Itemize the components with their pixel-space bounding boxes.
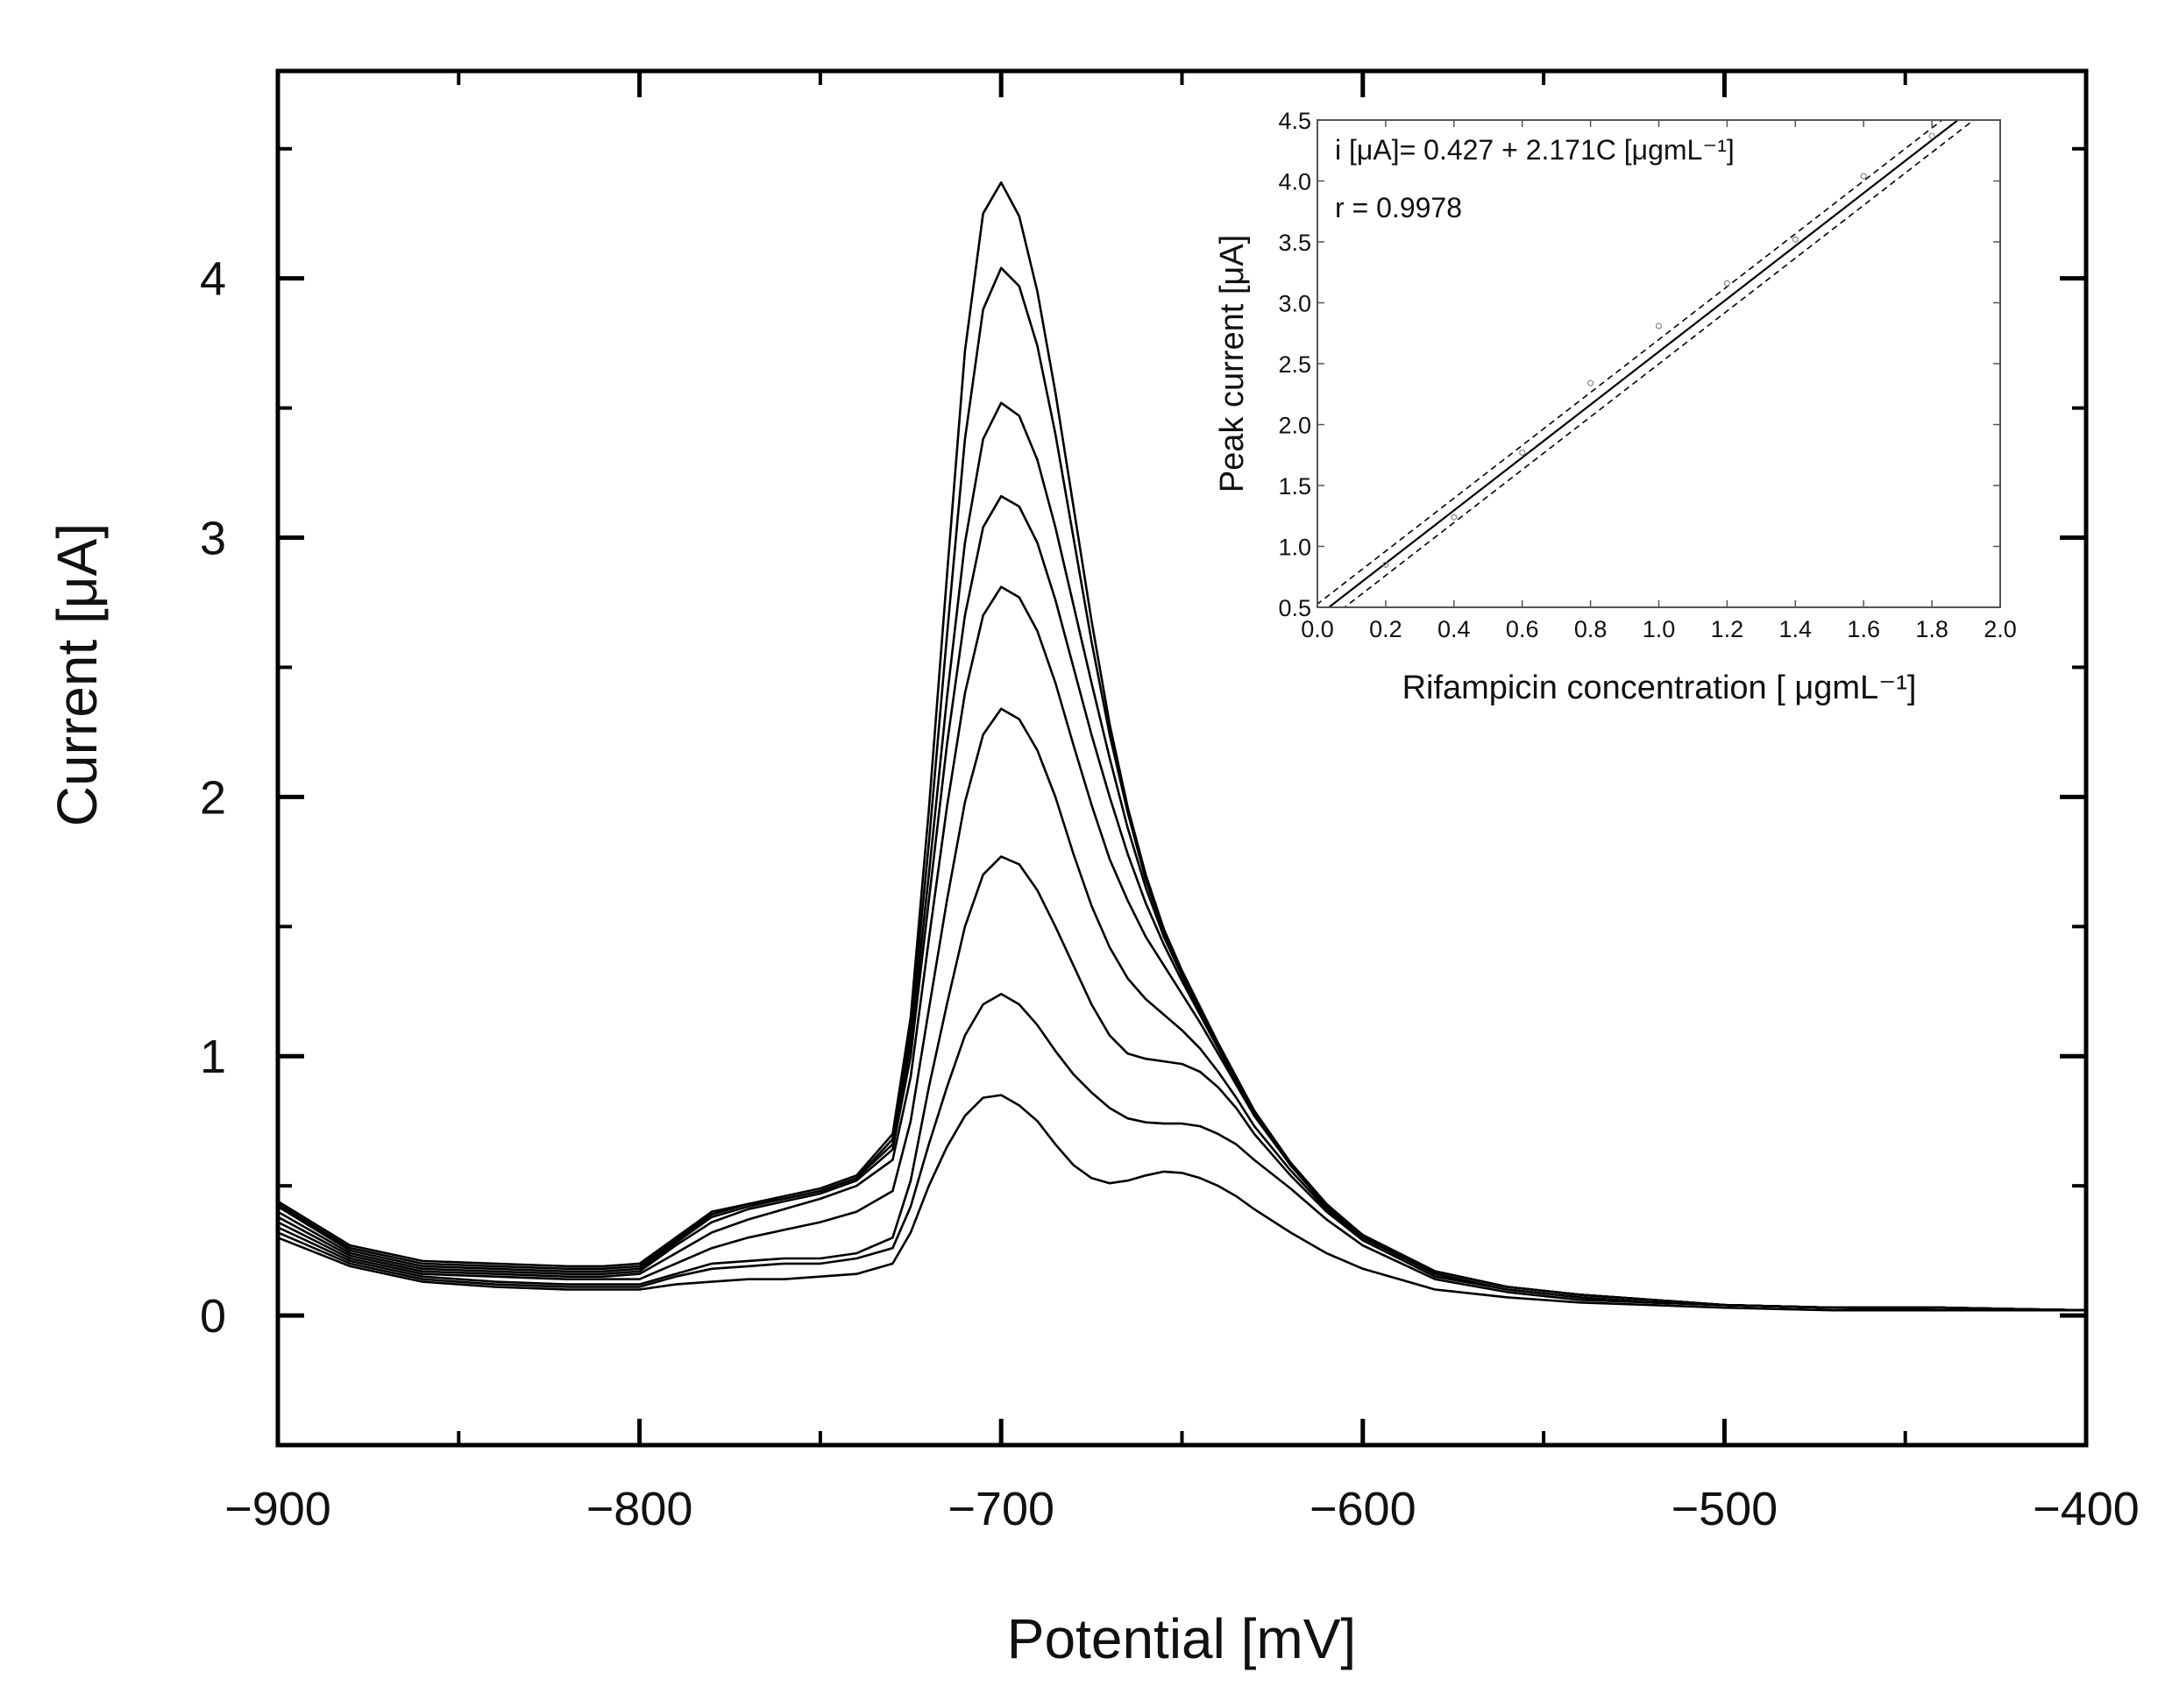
inset-y-tick-label: 0.5 — [1278, 595, 1311, 621]
inset-y-tick-label: 4.5 — [1278, 108, 1311, 134]
inset-y-tick-label: 3.5 — [1278, 230, 1311, 256]
inset-y-axis-title: Peak current [μA] — [1214, 235, 1251, 493]
inset-fit-line — [1327, 120, 1960, 607]
main-y-tick-label: 2 — [200, 771, 226, 824]
inset-data-point — [1382, 561, 1389, 568]
inset-x-tick-label: 1.8 — [1915, 616, 1948, 642]
main-ticks: −900 −800 −700 −600 −500 −400 0 1 2 3 4 — [200, 71, 2140, 1535]
main-x-tick-label: −600 — [1310, 1483, 1416, 1535]
inset-data-point — [1792, 236, 1799, 243]
voltammogram-curve-3 — [277, 855, 2087, 1312]
inset-x-tick-label: 1.2 — [1711, 616, 1744, 642]
main-curves — [277, 181, 2087, 1312]
inset-content — [1317, 120, 1975, 607]
inset-data-point — [1860, 173, 1867, 180]
inset-x-axis-title: Rifampicin concentration [ μgmL⁻¹] — [1402, 670, 1917, 706]
inset-plot: 0.0 0.2 0.4 0.6 0.8 1.0 1.2 1.4 1.6 1.8 2.0 0.5 1.0 1… — [1214, 108, 2017, 706]
inset-y-tick-label: 1.5 — [1278, 473, 1311, 500]
main-y-tick-label: 4 — [200, 253, 226, 306]
inset-x-tick-label: 0.8 — [1574, 616, 1608, 642]
inset-x-tick-label: 2.0 — [1984, 616, 2017, 642]
inset-data-point — [1723, 280, 1731, 287]
main-plot: −900 −800 −700 −600 −500 −400 0 1 2 3 4 Potential … — [46, 68, 2140, 1670]
inset-y-tick-label: 4.0 — [1278, 169, 1311, 195]
inset-fit-equation: i [μA]= 0.427 + 2.171C [μgmL⁻¹] — [1335, 134, 1735, 166]
main-x-tick-label: −400 — [2033, 1483, 2140, 1535]
inset-x-tick-label: 1.0 — [1643, 616, 1676, 642]
inset-ticks: 0.0 0.2 0.4 0.6 0.8 1.0 1.2 1.4 1.6 1.8 2.0 0.5 1.0 1… — [1278, 108, 2016, 642]
inset-x-tick-label: 0.2 — [1369, 616, 1402, 642]
inset-x-tick-label: 1.6 — [1847, 616, 1880, 642]
voltammogram-curve-9 — [277, 181, 2087, 1312]
main-y-tick-label: 3 — [200, 513, 226, 565]
inset-confidence-upper — [1317, 120, 1944, 606]
inset-x-tick-label: 0.6 — [1506, 616, 1539, 642]
main-x-axis-title: Potential [mV] — [1007, 1607, 1356, 1670]
voltammogram-curve-1 — [277, 1094, 2086, 1312]
main-x-tick-label: −800 — [586, 1483, 693, 1535]
inset-x-tick-label: 0.4 — [1437, 616, 1471, 642]
main-y-axis-title: Current [μA] — [46, 523, 109, 826]
inset-y-tick-label: 1.0 — [1278, 535, 1311, 561]
main-y-tick-label: 0 — [200, 1290, 226, 1343]
inset-confidence-lower — [1343, 120, 1975, 607]
inset-y-tick-label: 2.5 — [1278, 351, 1311, 378]
main-x-tick-label: −900 — [224, 1483, 331, 1535]
main-y-tick-label: 1 — [200, 1031, 226, 1083]
inset-x-tick-label: 1.4 — [1779, 616, 1813, 642]
inset-data-point — [1655, 322, 1663, 330]
inset-x-tick-label: 0.0 — [1301, 616, 1334, 642]
inset-data-point — [1928, 132, 1935, 139]
inset-data-point — [1586, 379, 1594, 386]
main-x-tick-label: −700 — [948, 1483, 1054, 1535]
voltammogram-curve-2 — [277, 992, 2086, 1312]
inset-y-tick-label: 2.0 — [1278, 413, 1311, 439]
inset-data-point — [1519, 449, 1526, 457]
inset-data-point — [1451, 514, 1458, 521]
inset-y-tick-label: 3.0 — [1278, 291, 1311, 317]
main-x-tick-label: −500 — [1672, 1483, 1778, 1535]
inset-correlation-label: r = 0.9978 — [1335, 192, 1462, 223]
inset-clipped-group — [1317, 120, 1975, 607]
voltammogram-curve-4 — [277, 707, 2087, 1312]
